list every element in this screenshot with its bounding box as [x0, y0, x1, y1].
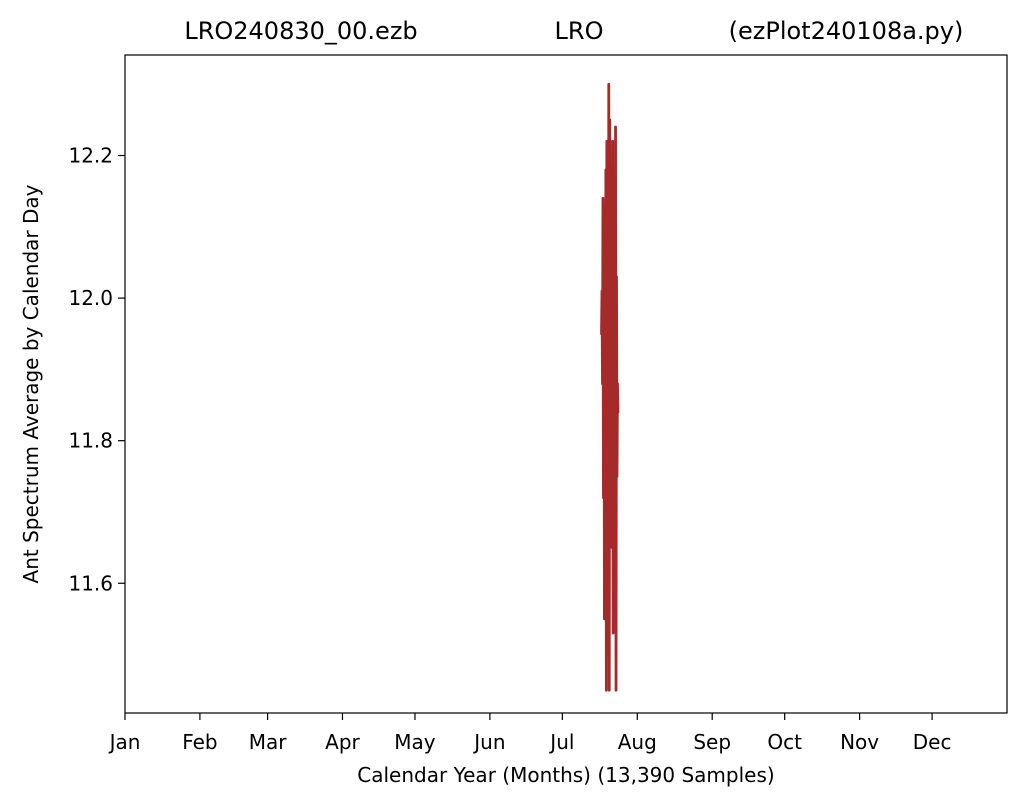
y-axis: 11.6 11.8 12.0 12.2	[68, 144, 125, 595]
chart-title-center: LRO	[555, 17, 604, 45]
series-layer	[600, 82, 620, 692]
x-tick-label-dec: Dec	[913, 730, 952, 754]
x-tick-label-jun: Jun	[472, 730, 505, 754]
y-tick-label-12-0: 12.0	[68, 286, 113, 310]
x-tick-label-oct: Oct	[767, 730, 802, 754]
y-tick-label-12-2: 12.2	[68, 144, 113, 168]
x-tick-label-aug: Aug	[618, 730, 657, 754]
plot-frame	[124, 54, 1008, 714]
plot-background	[125, 55, 1007, 713]
x-tick-label-feb: Feb	[182, 730, 217, 754]
y-tick-label-11-6: 11.6	[68, 571, 113, 595]
plot-area	[124, 54, 1008, 714]
series-line-0	[600, 82, 620, 692]
x-tick-label-may: May	[394, 730, 436, 754]
chart-title-left: LRO240830_00.ezb	[184, 17, 417, 45]
x-axis: Jan Feb Mar Apr May Jun Jul Aug Sep Oct Nov Dec	[108, 713, 952, 754]
x-tick-label-apr: Apr	[325, 730, 360, 754]
y-axis-label: Ant Spectrum Average by Calendar Day	[19, 184, 43, 583]
x-tick-label-mar: Mar	[249, 730, 288, 754]
x-tick-label-nov: Nov	[840, 730, 879, 754]
chart-title-right: (ezPlot240108a.py)	[729, 17, 964, 45]
x-tick-label-jul: Jul	[548, 730, 574, 754]
x-tick-label-sep: Sep	[693, 730, 731, 754]
y-tick-label-11-8: 11.8	[68, 429, 113, 453]
x-tick-label-jan: Jan	[108, 730, 141, 754]
x-axis-label: Calendar Year (Months) (13,390 Samples)	[357, 763, 774, 787]
